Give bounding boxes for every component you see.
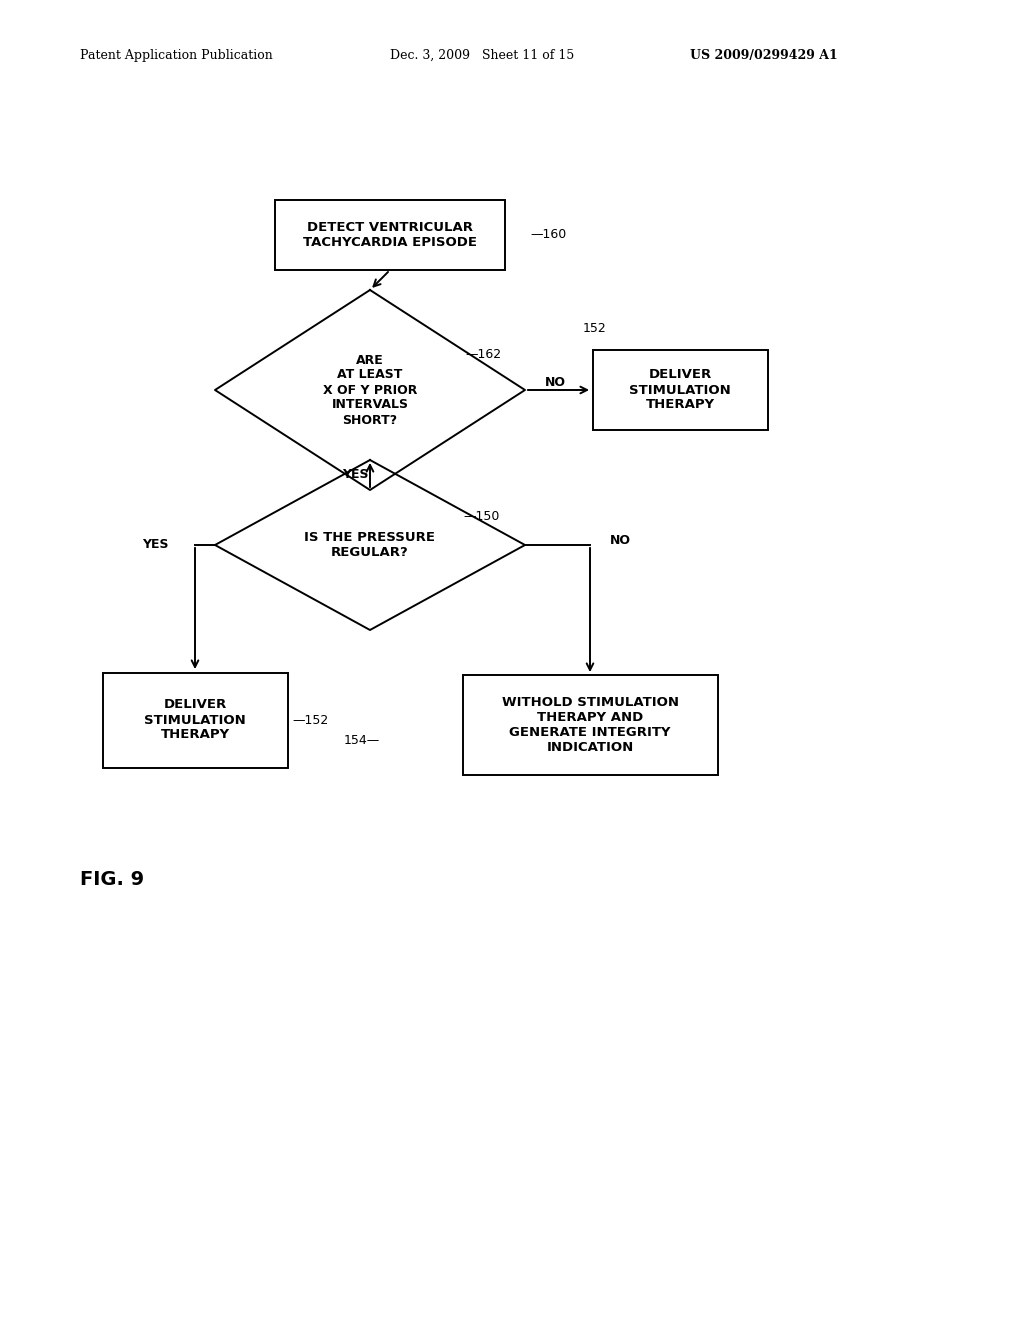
Text: US 2009/0299429 A1: US 2009/0299429 A1 [690,49,838,62]
Text: —150: —150 [463,511,500,524]
Text: NO: NO [609,533,631,546]
Text: YES: YES [141,539,168,552]
Text: NO: NO [545,375,565,388]
Text: YES: YES [342,469,369,482]
Text: WITHOLD STIMULATION
THERAPY AND
GENERATE INTEGRITY
INDICATION: WITHOLD STIMULATION THERAPY AND GENERATE… [502,696,679,754]
Text: DELIVER
STIMULATION
THERAPY: DELIVER STIMULATION THERAPY [629,368,731,412]
Bar [463,675,718,775]
Text: 152: 152 [583,322,607,335]
Bar [593,350,768,430]
Text: Dec. 3, 2009   Sheet 11 of 15: Dec. 3, 2009 Sheet 11 of 15 [390,49,574,62]
Text: IS THE PRESSURE
REGULAR?: IS THE PRESSURE REGULAR? [304,531,435,558]
Text: DETECT VENTRICULAR
TACHYCARDIA EPISODE: DETECT VENTRICULAR TACHYCARDIA EPISODE [303,220,477,249]
Bar [102,672,288,767]
Text: —160: —160 [530,228,566,242]
Text: —152: —152 [292,714,329,726]
Text: ARE
AT LEAST
X OF Y PRIOR
INTERVALS
SHORT?: ARE AT LEAST X OF Y PRIOR INTERVALS SHOR… [323,354,417,426]
Bar [275,201,505,271]
Text: DELIVER
STIMULATION
THERAPY: DELIVER STIMULATION THERAPY [144,698,246,742]
Text: Patent Application Publication: Patent Application Publication [80,49,272,62]
Text: 154—: 154— [344,734,380,747]
Text: —162: —162 [465,348,501,362]
Text: FIG. 9: FIG. 9 [80,870,144,888]
